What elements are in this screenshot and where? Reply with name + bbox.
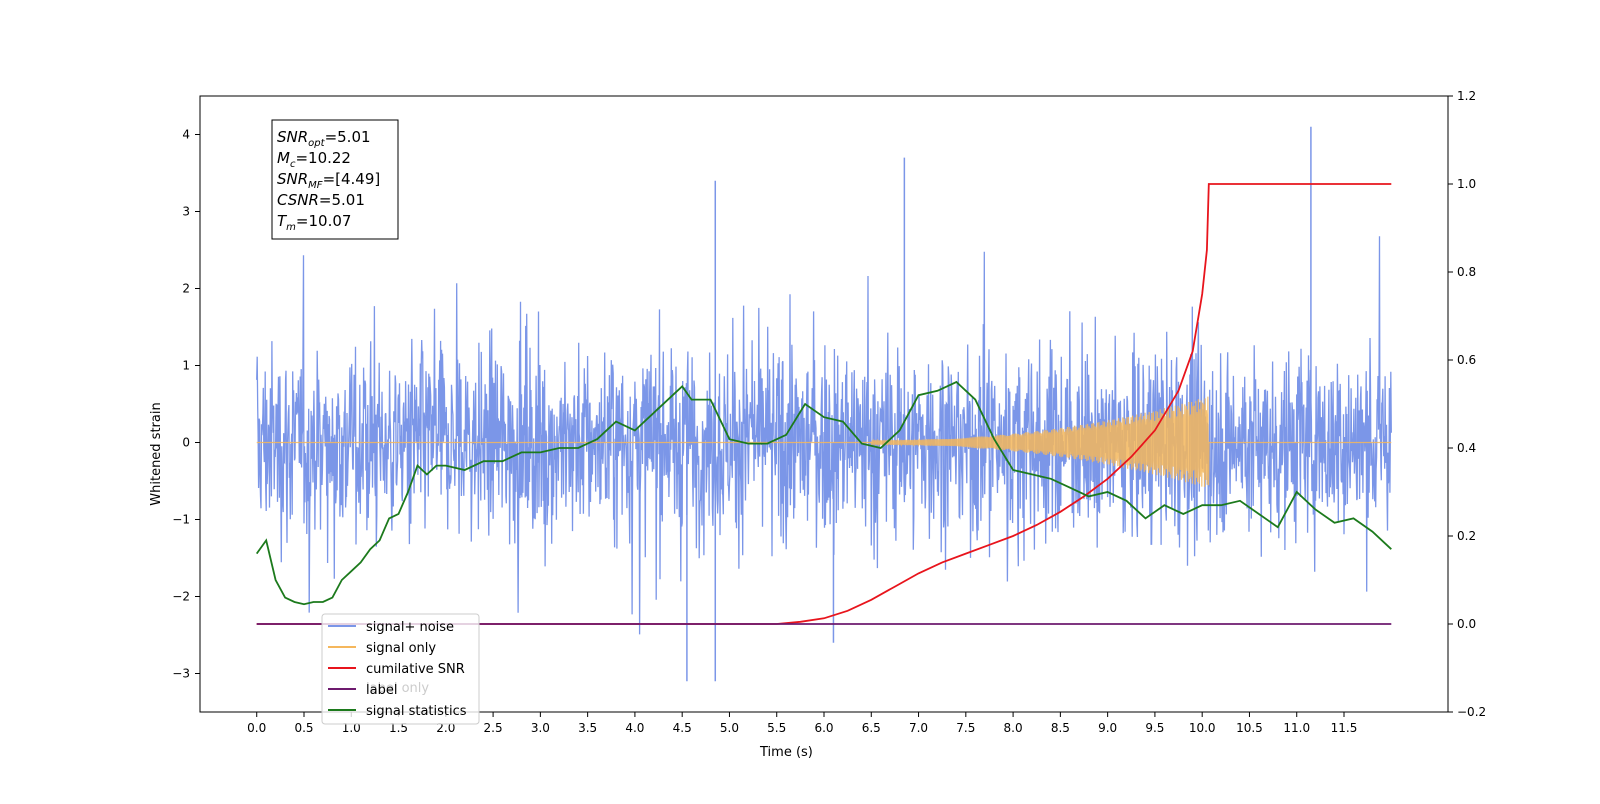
x-tick-label: 8.0: [1004, 721, 1023, 735]
legend-entry: signal+ noise: [366, 620, 454, 635]
x-tick-label: 9.5: [1145, 721, 1164, 735]
legend-frame: [321, 613, 480, 725]
annotation-box: SNRopt=5.01Mc=10.22SNRMF=[4.49]CSNR=5.01…: [271, 119, 399, 240]
y-tick-label: 3: [182, 205, 190, 219]
y-tick-label: −1: [172, 513, 190, 527]
y2-tick-label: −0.2: [1457, 705, 1486, 719]
plot-series-layer: [255, 126, 1392, 682]
y-tick-label: −2: [172, 590, 190, 604]
series-signal-only: [256, 396, 1392, 487]
annotation-line: Tm=10.07: [277, 212, 351, 233]
x-axis-label: Time (s): [759, 745, 813, 760]
legend-entry: label: [366, 683, 397, 698]
annotation-line: CSNR=5.01: [277, 191, 365, 209]
x-tick-label: 5.0: [720, 721, 739, 735]
x-tick-label: 7.0: [909, 721, 928, 735]
x-tick-label: 0.0: [247, 721, 266, 735]
y-tick-label: 2: [182, 282, 190, 296]
y2-tick-label: 0.0: [1457, 617, 1476, 631]
x-tick-label: 11.0: [1283, 721, 1310, 735]
x-tick-label: 0.5: [294, 721, 313, 735]
axes-layer: 0.0 0.5 1.0 1.5 2.0 2.5 3.0 3.5 4.0 4.5 5.0 5.5 6.0 6…: [172, 89, 1486, 735]
x-tick-label: 2.5: [484, 721, 503, 735]
annotation-line: SNRMF=[4.49]: [277, 170, 380, 191]
x-tick-label: 4.0: [625, 721, 644, 735]
annotation-line: Mc=10.22: [277, 149, 351, 170]
y2-tick-label: 1.0: [1457, 177, 1476, 191]
legend-overlay-text: label only: [366, 681, 429, 696]
x-tick-label: 9.0: [1098, 721, 1117, 735]
x-tick-label: 7.5: [956, 721, 975, 735]
y-axis-label: Whitened strain: [149, 402, 164, 505]
x-tick-label: 8.5: [1051, 721, 1070, 735]
y2-tick-label: 0.8: [1457, 265, 1476, 279]
x-tick-label: 6.5: [862, 721, 881, 735]
x-tick-label: 11.5: [1331, 721, 1358, 735]
annotation-frame: [271, 119, 399, 240]
x-tick-label: 5.5: [767, 721, 786, 735]
y-tick-label: 1: [182, 359, 190, 373]
annotation-line: SNRopt=5.01: [277, 128, 371, 149]
y2-tick-label: 0.2: [1457, 529, 1476, 543]
x-tick-label: 10.5: [1236, 721, 1263, 735]
y2-tick-label: 0.6: [1457, 353, 1476, 367]
x-tick-label: 3.0: [531, 721, 550, 735]
series-signal-plus-noise: [256, 236, 1392, 635]
legend-entry: signal statistics: [366, 704, 467, 719]
y-tick-label: −3: [172, 667, 190, 681]
series-signal-statistics: [255, 380, 1392, 606]
y-tick-label: 0: [182, 436, 190, 450]
x-tick-label: 3.5: [578, 721, 597, 735]
legend-entry: cumilative SNR: [366, 662, 465, 677]
x-tick-label: 6.0: [814, 721, 833, 735]
series-cumilative-snr: [256, 183, 1392, 625]
x-tick-label: 10.0: [1189, 721, 1216, 735]
legend: label only signal+ noise signal only cumila…: [321, 613, 480, 725]
y-tick-label: 4: [182, 128, 190, 142]
legend-entry: signal only: [366, 641, 436, 656]
y2-tick-label: 1.2: [1457, 89, 1476, 103]
y2-tick-label: 0.4: [1457, 441, 1476, 455]
x-tick-label: 4.5: [673, 721, 692, 735]
